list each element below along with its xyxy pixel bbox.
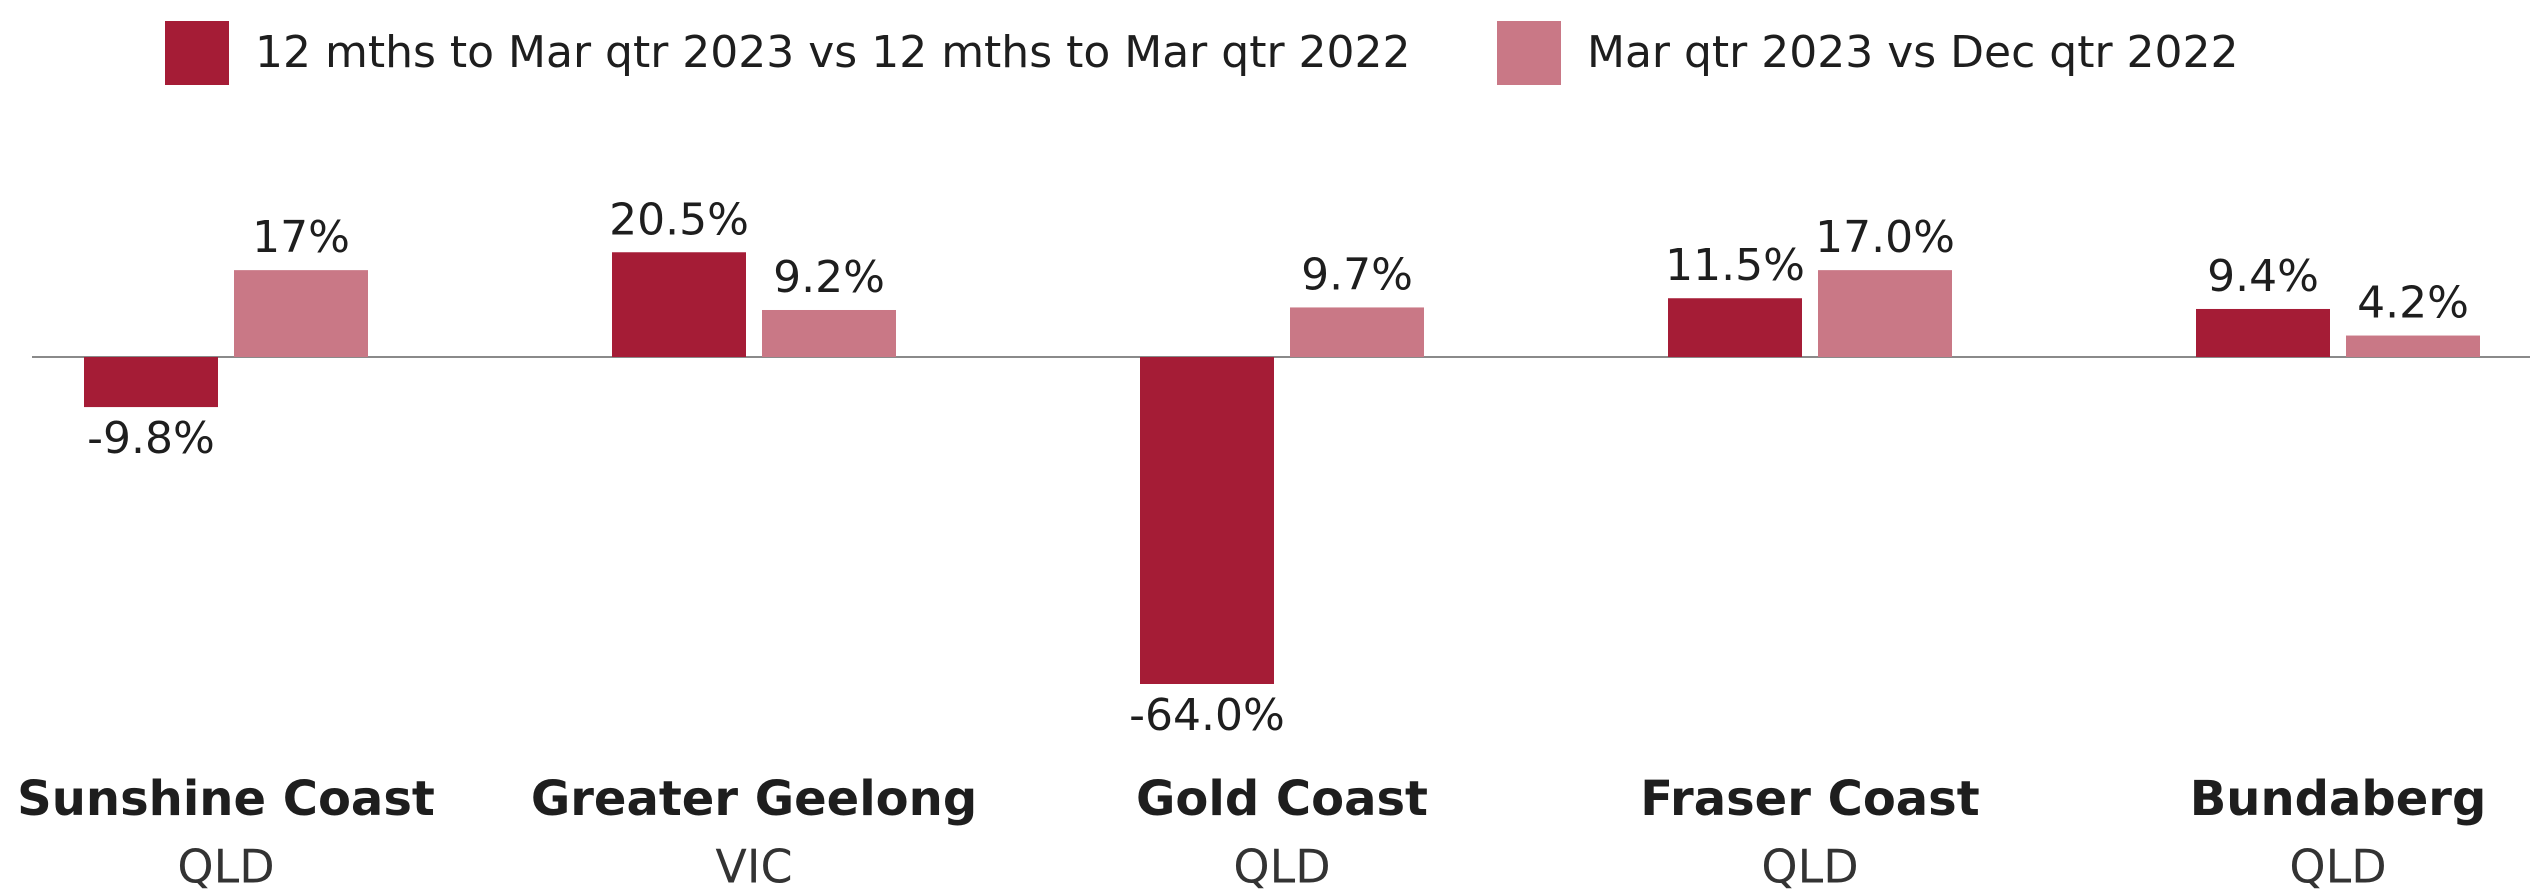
value-label: -64.0% xyxy=(1129,690,1285,741)
category-state: QLD xyxy=(1233,840,1330,892)
value-label: 4.2% xyxy=(2357,278,2469,329)
category-state: VIC xyxy=(715,840,792,892)
value-label: -9.8% xyxy=(87,413,215,464)
legend-swatch xyxy=(1497,21,1561,85)
value-label: 11.5% xyxy=(1665,240,1805,291)
category-name: Sunshine Coast xyxy=(17,771,435,827)
bar xyxy=(612,252,746,357)
bar xyxy=(2346,335,2480,357)
bar xyxy=(234,270,368,357)
category-name: Greater Geelong xyxy=(531,771,977,827)
category-state: QLD xyxy=(177,840,274,892)
bar xyxy=(84,357,218,408)
bar xyxy=(1668,298,1802,357)
category-state: QLD xyxy=(1761,840,1858,892)
value-label: 17.0% xyxy=(1815,212,1955,263)
category-name: Gold Coast xyxy=(1136,771,1428,827)
bar xyxy=(1818,270,1952,357)
value-label: 20.5% xyxy=(609,194,749,245)
value-label: 17% xyxy=(252,212,350,263)
bar xyxy=(762,309,896,357)
value-label: 9.2% xyxy=(773,252,885,303)
legend-text: 12 mths to Mar qtr 2023 vs 12 mths to Ma… xyxy=(255,27,1411,78)
legend-text: Mar qtr 2023 vs Dec qtr 2022 xyxy=(1587,27,2239,78)
category-name: Bundaberg xyxy=(2190,771,2487,827)
value-label: 9.7% xyxy=(1301,249,1413,300)
bar xyxy=(1290,307,1424,357)
value-label: 9.4% xyxy=(2207,251,2319,302)
bar xyxy=(1140,357,1274,684)
category-state: QLD xyxy=(2289,840,2386,892)
category-name: Fraser Coast xyxy=(1640,771,1979,827)
legend-swatch xyxy=(165,21,229,85)
bar xyxy=(2196,308,2330,357)
